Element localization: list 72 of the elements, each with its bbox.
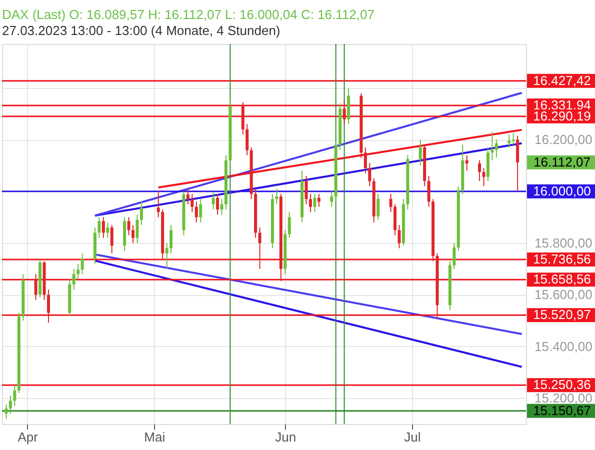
candlestick [275,188,278,205]
candlestick [199,198,202,223]
y-tick-label: 15.800,00 [534,236,592,251]
candlestick [13,384,16,406]
candlestick [490,131,494,161]
candlestick [156,190,160,218]
candlestick [330,190,334,208]
candlestick [304,175,308,205]
candlestick [80,252,84,275]
candlestick [220,198,224,216]
candlestick [389,193,392,213]
candlestick [465,154,468,172]
candlestick [212,192,215,210]
candlestick [110,224,114,254]
candlestick [4,404,8,420]
ref-line-label: 16.290,19 [533,108,591,124]
ref-line-label: 15.250,36 [533,377,591,392]
ref-line-label: 16.000,00 [533,183,591,198]
candlestick [482,168,486,187]
candlestick [418,139,422,166]
candlestick [364,146,367,174]
candlestick [478,160,482,182]
chart-title: DAX (Last) O: 16.089,57 H: 16.112,07 L: 16.000,04 C: 16.112,07 [2,7,374,22]
candlestick [8,395,12,414]
ref-line-label: 16.427,42 [533,72,591,88]
candlestick [127,216,130,236]
candlestick [46,289,50,324]
candlestick [452,242,456,270]
candlestick [308,193,312,213]
candlestick [368,162,372,187]
candlestick [342,100,346,125]
candlestick [186,188,190,205]
candlestick [241,102,244,135]
ref-line-label: 15.520,97 [533,307,591,322]
chart-subtitle: 27.03.2023 13:00 - 13:00 (4 Monate, 4 Stunden) [2,23,280,38]
candlestick [136,214,139,244]
candlestick [190,193,194,213]
candlestick [508,134,511,148]
text: 16.112,07 [534,154,590,170]
candlestick [347,88,350,125]
candlestick [132,224,134,244]
candlestick [34,274,38,300]
candlestick [106,222,110,238]
candlestick [72,268,76,290]
candlestick [98,216,101,238]
candlestick [258,227,262,270]
y-tick-label: 15.400,00 [534,338,592,354]
candlestick [427,175,430,208]
candlestick [170,224,173,254]
candlestick [516,135,520,192]
candlestick [102,216,105,238]
ref-line-label: 15.658,56 [533,272,591,287]
candlestick [216,193,220,216]
candlestick [494,139,498,158]
candlestick [512,132,515,146]
x-tick-label: Jun [275,430,296,444]
x-tick-label: Jul [404,430,421,444]
candlestick [394,204,396,236]
candlestick [76,263,80,280]
candlestick [165,242,168,270]
candlestick [140,201,143,226]
x-tick-label: Mai [144,430,166,444]
y-tick-label: 15.600,00 [534,287,592,302]
ref-line-label: 15.736,56 [533,251,591,266]
candlestick [246,124,249,156]
y-tick-label: 16.200,00 [534,132,592,148]
x-tick-label: Apr [18,430,39,444]
candlestick [398,224,401,249]
candlestick [313,193,316,213]
candlestick [376,193,380,220]
candlestick [194,201,198,223]
candlestick [288,212,291,238]
